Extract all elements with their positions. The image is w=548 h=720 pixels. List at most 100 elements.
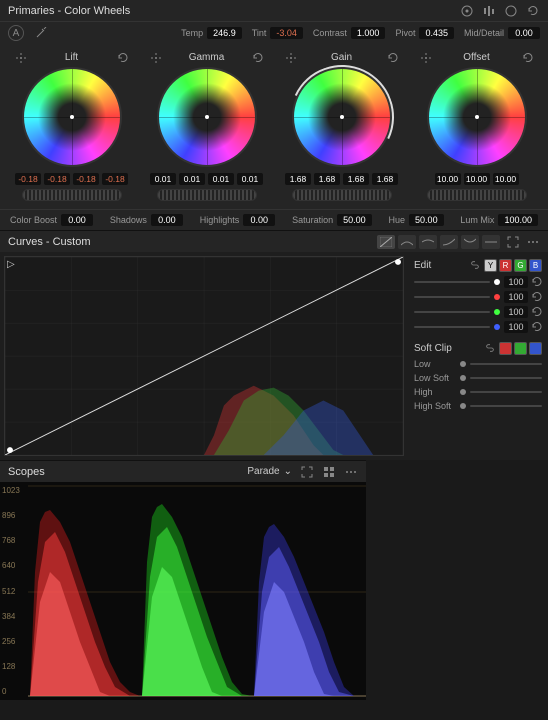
curves-graph[interactable]: ▷ [4,256,404,456]
edit-chip-b[interactable]: B [529,259,542,272]
link-icon[interactable] [470,258,480,272]
colorboost-param[interactable]: Color Boost0.00 [10,214,93,226]
wheel-reset-icon[interactable] [253,53,263,63]
edit-chip-g[interactable]: G [514,259,527,272]
wheel-adjust-icon[interactable] [421,53,431,63]
shadows-param[interactable]: Shadows0.00 [110,214,183,226]
softclip-handle[interactable] [460,361,466,367]
wheel-value[interactable]: -0.18 [102,173,128,185]
saturation-param[interactable]: Saturation50.00 [292,214,372,226]
softclip-track[interactable] [470,405,542,407]
edit-chip-y[interactable]: Y [484,259,497,272]
curves-tab-2[interactable] [398,235,416,249]
softclip-row: Low [414,359,542,369]
wheel-value[interactable]: -0.18 [44,173,70,185]
color-wheel[interactable] [427,67,527,167]
wheel-values: 1.681.681.681.68 [285,173,398,185]
wheel-reset-icon[interactable] [523,53,533,63]
temp-param[interactable]: Temp 246.9 [181,27,242,39]
slider-track[interactable] [414,311,490,313]
slider-track[interactable] [414,296,490,298]
channel-dot [494,279,500,285]
log-mode-icon[interactable] [504,4,518,18]
wheel-title: Offset [463,52,490,63]
wheel-value[interactable]: 0.01 [179,173,205,185]
softclip-chip[interactable] [499,342,512,355]
softclip-track[interactable] [470,391,542,393]
wheel-value[interactable]: 1.68 [372,173,398,185]
scopes-grid-icon[interactable] [322,465,336,479]
wheel-value[interactable]: 0.01 [150,173,176,185]
wheel-lift: Lift -0.18-0.18-0.18-0.18 [8,52,136,201]
tint-param[interactable]: Tint -3.04 [252,27,303,39]
wheel-value[interactable]: 0.01 [237,173,263,185]
curves-tab-custom[interactable] [377,235,395,249]
wheel-value[interactable]: 1.68 [343,173,369,185]
wheel-value[interactable]: 10.00 [464,173,490,185]
softclip-chip[interactable] [514,342,527,355]
softclip-track[interactable] [470,377,542,379]
slider-reset-icon[interactable] [532,292,542,302]
softclip-row: High [414,387,542,397]
slider-value[interactable]: 100 [504,291,528,303]
wheel-value[interactable]: 1.68 [314,173,340,185]
jog-wheel[interactable] [157,189,257,201]
curves-title: Curves - Custom [8,236,91,248]
softclip-handle[interactable] [460,403,466,409]
wheel-reset-icon[interactable] [118,53,128,63]
scopes-more-icon[interactable] [344,465,358,479]
bars-mode-icon[interactable] [482,4,496,18]
slider-track[interactable] [414,326,490,328]
curves-tab-3[interactable] [419,235,437,249]
wheel-mode-icon[interactable] [460,4,474,18]
curves-tab-4[interactable] [440,235,458,249]
jog-wheel[interactable] [292,189,392,201]
curve-handle-icon[interactable]: ▷ [7,259,15,270]
softclip-chip[interactable] [529,342,542,355]
scopes-mode-dropdown[interactable]: Parade ⌄ [247,466,292,477]
wand-icon[interactable] [34,26,48,40]
highlights-param[interactable]: Highlights0.00 [200,214,276,226]
pivot-param[interactable]: Pivot 0.435 [395,27,454,39]
curves-tab-5[interactable] [461,235,479,249]
softclip-track[interactable] [470,363,542,365]
curves-expand-icon[interactable] [506,235,520,249]
wheel-reset-icon[interactable] [388,53,398,63]
softclip-handle[interactable] [460,389,466,395]
wheel-adjust-icon[interactable] [151,53,161,63]
wheel-value[interactable]: 1.68 [285,173,311,185]
curves-more-icon[interactable] [526,235,540,249]
wheel-adjust-icon[interactable] [286,53,296,63]
jog-wheel[interactable] [22,189,122,201]
wheel-value[interactable]: 0.01 [208,173,234,185]
wheel-value[interactable]: -0.18 [15,173,41,185]
slider-value[interactable]: 100 [504,321,528,333]
softclip-param-label: Low [414,359,456,369]
wheel-title: Gain [331,52,352,63]
contrast-param[interactable]: Contrast 1.000 [313,27,386,39]
softclip-handle[interactable] [460,375,466,381]
slider-reset-icon[interactable] [532,322,542,332]
slider-reset-icon[interactable] [532,277,542,287]
lummix-param[interactable]: Lum Mix100.00 [460,214,538,226]
edit-chip-r[interactable]: R [499,259,512,272]
color-wheel[interactable] [22,67,122,167]
wheel-adjust-icon[interactable] [16,53,26,63]
picker-a-icon[interactable]: A [8,25,24,41]
slider-value[interactable]: 100 [504,306,528,318]
color-wheel[interactable] [292,67,392,167]
wheel-value[interactable]: 10.00 [493,173,519,185]
slider-track[interactable] [414,281,490,283]
slider-reset-icon[interactable] [532,307,542,317]
hue-param[interactable]: Hue50.00 [389,214,444,226]
slider-value[interactable]: 100 [504,276,528,288]
curves-tab-6[interactable] [482,235,500,249]
jog-wheel[interactable] [427,189,527,201]
wheel-value[interactable]: -0.18 [73,173,99,185]
color-wheel[interactable] [157,67,257,167]
wheel-value[interactable]: 10.00 [435,173,461,185]
reset-all-icon[interactable] [526,4,540,18]
scopes-expand-icon[interactable] [300,465,314,479]
link-icon-2[interactable] [485,341,495,355]
middetail-param[interactable]: Mid/Detail 0.00 [464,27,540,39]
